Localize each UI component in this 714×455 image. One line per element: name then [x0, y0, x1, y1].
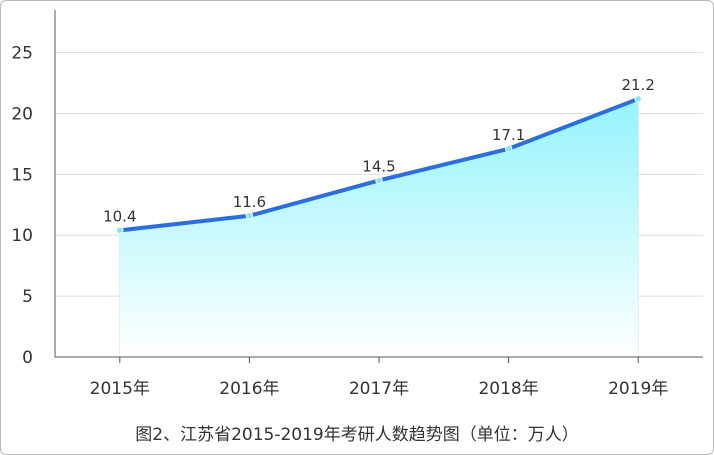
data-point: [116, 226, 124, 235]
data-label: 10.4: [103, 207, 136, 225]
x-tick-label: 2019年: [608, 379, 668, 399]
y-tick-label: 15: [11, 165, 33, 185]
chart-caption: 图2、江苏省2015-2019年考研人数趋势图（单位：万人）: [135, 425, 579, 445]
x-tick-label: 2017年: [349, 379, 409, 399]
labels: 0 5 10 15 20 25 10.4 2015年 11.6 2016年 14.5 2017年 17.…: [11, 44, 668, 399]
y-tick-label: 20: [11, 104, 33, 124]
area-fill: [119, 98, 639, 357]
x-tick-label: 2015年: [90, 379, 150, 399]
data-point: [375, 176, 383, 185]
x-tick-label: 2016年: [219, 379, 279, 399]
axes: [54, 10, 703, 363]
data-point: [245, 212, 254, 220]
data-point: [504, 145, 513, 153]
y-tick-label: 5: [22, 287, 33, 307]
y-tick-label: 25: [11, 44, 33, 64]
y-tick-label: 10: [11, 226, 33, 246]
series-line: [116, 95, 642, 235]
area-fill-shape: [119, 98, 639, 357]
x-tick-label: 2018年: [478, 379, 538, 399]
data-label: 17.1: [492, 126, 525, 144]
data-point: [634, 95, 642, 103]
y-tick-label: 0: [22, 348, 33, 368]
data-label: 11.6: [233, 193, 266, 211]
data-label: 14.5: [362, 157, 395, 175]
data-label: 21.2: [621, 76, 654, 94]
